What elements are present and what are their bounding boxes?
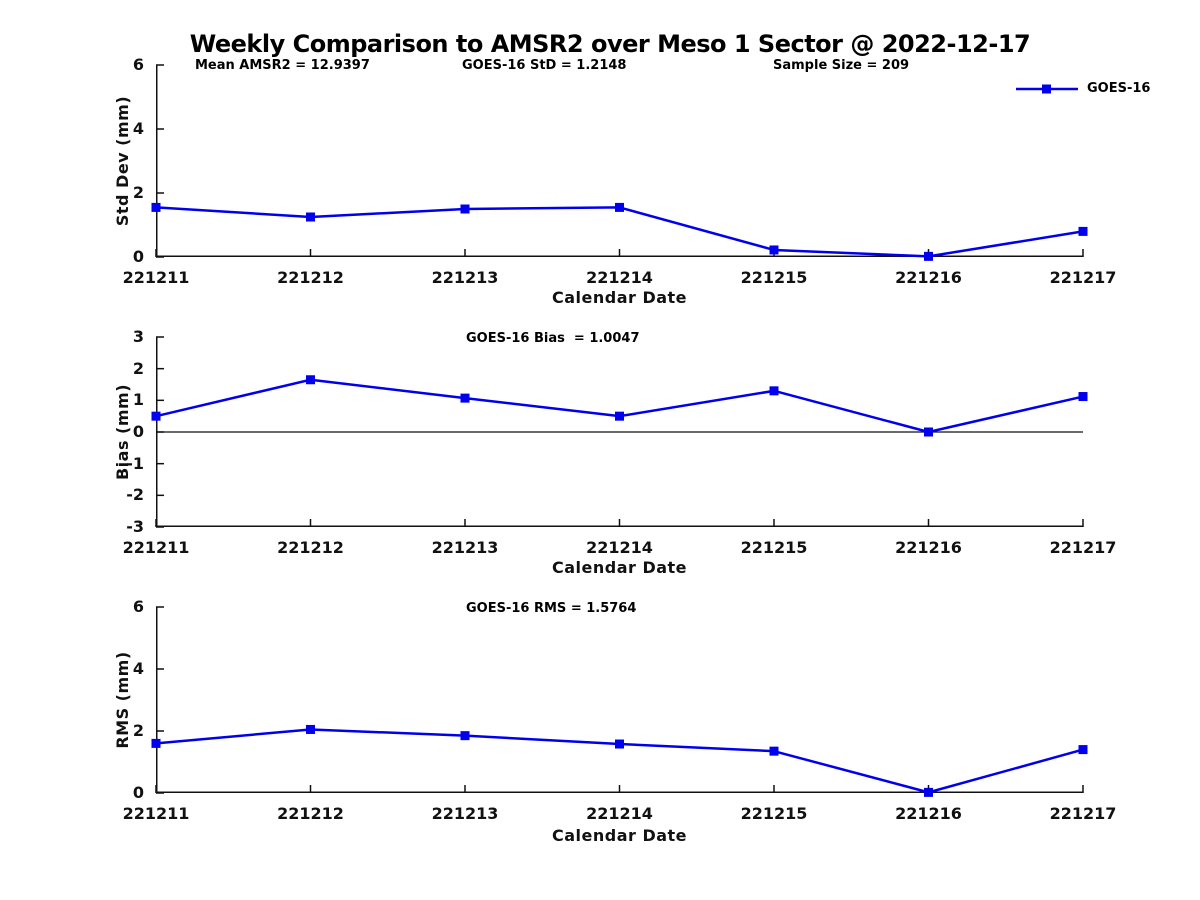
y-tick-label: 0	[132, 783, 144, 802]
series-line-goes-16	[155, 378, 1084, 434]
x-tick-label: 221215	[740, 804, 808, 823]
data-point-marker	[1078, 226, 1088, 236]
y-tick-label: 0	[132, 247, 144, 266]
data-point-marker	[769, 746, 779, 756]
y-tick-label: 1	[132, 390, 144, 410]
rms-chart	[151, 606, 1088, 797]
x-tick-label: 221216	[895, 804, 962, 823]
y-tick-label: 6	[132, 55, 144, 74]
x-axis-label: Calendar Date	[551, 826, 688, 845]
legend-label: GOES-16	[1087, 81, 1151, 96]
data-point-marker	[615, 202, 624, 212]
y-tick-label: 2	[132, 358, 144, 378]
data-point-marker	[1078, 745, 1088, 755]
data-point-marker	[460, 393, 470, 403]
stddev-chart	[151, 64, 1088, 261]
x-tick-label: 221212	[277, 804, 344, 823]
x-tick-label: 221216	[895, 538, 962, 557]
y-axis-label: Std Dev (mm)	[112, 95, 132, 227]
y-tick-label: 4	[132, 659, 144, 678]
data-point-marker	[306, 212, 315, 222]
plot-area	[151, 64, 1088, 261]
data-point-marker	[769, 245, 779, 255]
x-axis-label: Calendar Date	[551, 558, 688, 577]
x-tick-label: 221217	[1049, 804, 1117, 823]
x-tick-label: 221217	[1049, 268, 1117, 287]
x-tick-label: 221214	[586, 804, 653, 823]
stat-goes16-std: GOES-16 StD = 1.2148	[462, 58, 627, 73]
legend-line-sample	[1016, 84, 1078, 93]
x-tick-label: 221212	[277, 538, 344, 557]
stat-goes16-rms: GOES-16 RMS = 1.5764	[466, 601, 637, 616]
y-tick-label: 3	[132, 327, 144, 346]
data-point-marker	[306, 724, 315, 734]
y-tick-label: 2	[132, 183, 144, 202]
data-point-marker	[1078, 392, 1088, 402]
data-point-marker	[151, 411, 161, 421]
plot-area	[151, 606, 1088, 797]
x-tick-label: 221213	[431, 538, 499, 557]
x-tick-label: 221213	[431, 268, 499, 287]
data-point-marker	[615, 411, 624, 421]
x-tick-label: 221211	[122, 538, 190, 557]
series-line-goes-16	[155, 728, 1084, 794]
data-point-marker	[769, 386, 779, 396]
y-tick-label: -1	[126, 453, 144, 473]
x-tick-label: 221212	[277, 268, 344, 287]
data-point-marker	[151, 202, 161, 212]
data-point-marker	[924, 787, 933, 797]
x-tick-label: 221211	[122, 268, 190, 287]
figure-title: Weekly Comparison to AMSR2 over Meso 1 S…	[189, 30, 1031, 58]
data-point-marker	[924, 427, 933, 437]
y-tick-label: 4	[132, 119, 144, 138]
y-tick-label: 6	[132, 597, 144, 616]
bias-chart	[151, 336, 1088, 528]
x-tick-label: 221217	[1049, 538, 1117, 557]
x-tick-label: 221214	[586, 268, 653, 287]
x-tick-label: 221211	[122, 804, 190, 823]
data-point-marker	[615, 739, 624, 749]
data-point-marker	[924, 251, 933, 261]
y-tick-label: 0	[132, 422, 144, 441]
legend: GOES-16	[1016, 81, 1150, 96]
x-tick-label: 221216	[895, 268, 962, 287]
data-point-marker	[460, 204, 470, 214]
data-point-marker	[151, 738, 161, 748]
x-tick-label: 221215	[740, 268, 808, 287]
stat-sample-size: Sample Size = 209	[773, 58, 910, 73]
stat-mean-amsr2: Mean AMSR2 = 12.9397	[195, 58, 370, 73]
x-tick-label: 221215	[740, 538, 808, 557]
data-point-marker	[306, 375, 315, 385]
x-tick-label: 221213	[431, 804, 499, 823]
x-tick-label: 221214	[586, 538, 653, 557]
y-tick-label: 2	[132, 721, 144, 740]
x-axis-label: Calendar Date	[551, 288, 688, 307]
stat-goes16-bias: GOES-16 Bias = 1.0047	[466, 331, 640, 346]
y-axis-label: Bias (mm)	[112, 383, 132, 481]
y-axis-label: RMS (mm)	[112, 651, 132, 749]
y-tick-label: -2	[126, 485, 144, 505]
data-point-marker	[460, 731, 470, 741]
y-tick-label: -3	[126, 517, 144, 536]
plot-area	[151, 336, 1088, 528]
